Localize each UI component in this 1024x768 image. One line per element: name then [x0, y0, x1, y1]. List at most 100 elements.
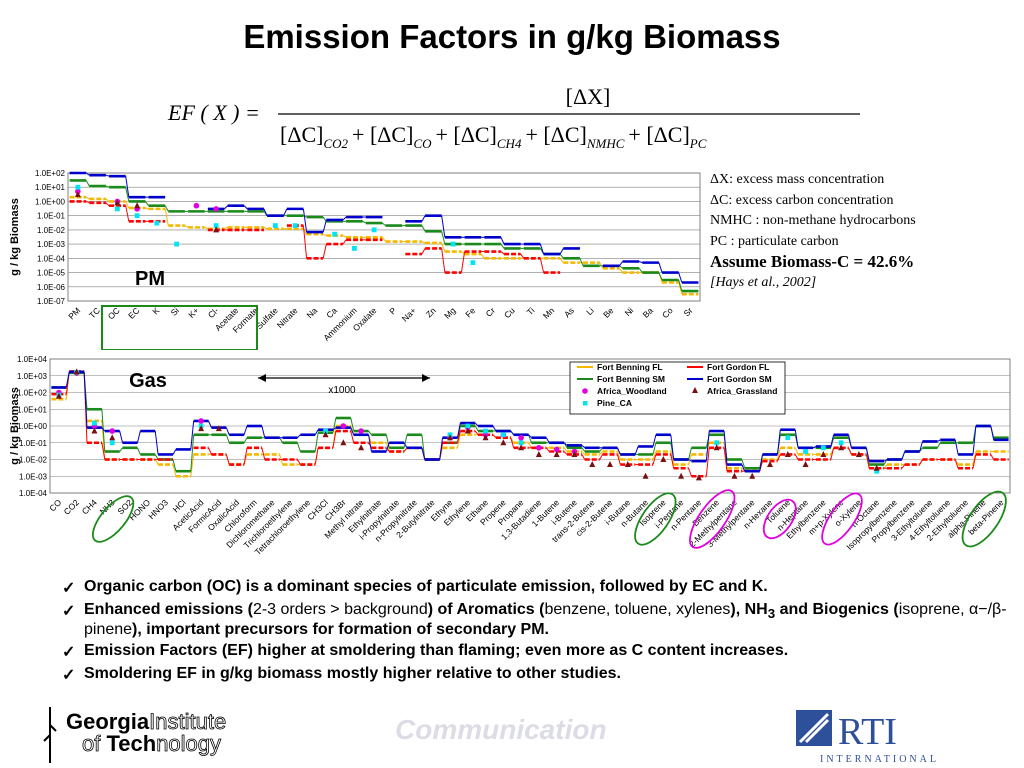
series-connector — [403, 442, 408, 449]
series-connector — [145, 207, 149, 210]
series-connector — [136, 430, 141, 443]
series-connector — [599, 451, 603, 455]
series-connector — [865, 447, 870, 462]
data-point — [464, 427, 471, 434]
series-connector — [500, 243, 505, 249]
emission-factor-formula: EF ( X ) = [ΔX] [ΔC]CO2 + [ΔC]CO + [ΔC]CH4… — [167, 84, 860, 151]
pm-label: PM — [135, 268, 165, 290]
series-connector — [154, 430, 159, 455]
series-connector — [937, 442, 941, 449]
series-africa-woodland — [75, 188, 219, 212]
series-connector — [456, 434, 461, 448]
note-pc: PC : particulate carbon — [710, 233, 839, 249]
highlight-ellipse — [762, 498, 797, 540]
data-point — [678, 472, 685, 479]
formula-denominator: [ΔC]CO2 + [ΔC]CO + [ΔC]CH4 + [ΔC]NMHC + [ΔC]… — [280, 122, 707, 151]
series-connector — [474, 430, 479, 436]
x-tick-label: CO2 — [62, 497, 82, 517]
data-point — [351, 245, 357, 251]
series-connector — [848, 447, 852, 455]
data-point — [74, 191, 81, 198]
series-connector — [137, 447, 141, 455]
finding-text: Enhanced emissions (2-3 orders > backgro… — [84, 601, 1007, 639]
series-connector — [776, 447, 781, 460]
series-connector — [638, 267, 643, 273]
series-connector — [85, 172, 90, 176]
series-connector — [480, 253, 485, 259]
series-africa-grassland — [55, 368, 880, 481]
findings-list: ✓ Organic carbon (OC) is a dominant speci… — [62, 578, 1012, 688]
series-connector — [101, 409, 106, 452]
data-point — [114, 199, 121, 206]
data-point — [518, 434, 524, 441]
x-tick-label: Ba — [641, 305, 656, 320]
data-point — [198, 425, 205, 432]
series-connector — [670, 454, 675, 469]
series-connector — [164, 205, 169, 212]
series-connector — [474, 425, 479, 432]
series-connector — [972, 425, 977, 455]
data-point — [749, 472, 756, 479]
y-tick-label: 1.0E+00 — [35, 197, 66, 206]
series-connector — [559, 253, 564, 259]
series-connector — [322, 244, 327, 259]
series-connector — [652, 454, 657, 465]
data-point — [855, 450, 862, 457]
x-tick-label: Cu — [502, 305, 517, 320]
series-connector — [322, 219, 327, 233]
series-connector — [342, 216, 347, 221]
series-connector — [639, 261, 643, 264]
series-connector — [85, 180, 90, 187]
check-icon: ✓ — [62, 644, 76, 662]
finding-item: ✓ Enhanced emissions (2-3 orders > backgr… — [62, 601, 1012, 639]
x-tick-label: K+ — [186, 305, 201, 320]
svg-text:INTERNATIONAL: INTERNATIONAL — [820, 754, 939, 765]
series-connector — [85, 196, 90, 200]
x-tick-label: Sr — [681, 305, 694, 318]
series-connector — [777, 454, 781, 462]
series-connector — [500, 237, 505, 245]
y-tick-label: 1.0E-02 — [37, 226, 66, 235]
series-connector — [314, 447, 319, 465]
series-connector — [741, 464, 746, 472]
series-connector — [261, 447, 266, 460]
series-connector — [190, 420, 195, 450]
series-connector — [119, 430, 124, 443]
data-point — [483, 428, 488, 434]
data-point — [642, 472, 649, 479]
series-connector — [296, 442, 301, 452]
y-tick-label: 1.0E-04 — [37, 254, 66, 263]
legend-label: Fort Benning FL — [597, 362, 663, 372]
data-point — [340, 423, 347, 429]
series-connector — [154, 454, 159, 460]
svg-text:GeorgiaInstitute: GeorgiaInstitute — [66, 709, 226, 734]
data-point — [109, 434, 116, 441]
communication-label: Communication — [395, 714, 607, 745]
data-point — [358, 444, 365, 451]
series-connector — [350, 417, 355, 432]
data-point — [323, 428, 328, 434]
series-connector — [545, 437, 550, 443]
series-connector — [105, 185, 110, 188]
data-point — [114, 206, 120, 212]
data-point — [784, 450, 791, 457]
series-connector — [619, 267, 623, 273]
data-point — [553, 446, 560, 453]
series-connector — [563, 442, 568, 446]
series-connector — [954, 439, 959, 455]
series-connector — [225, 427, 230, 435]
data-point — [154, 220, 160, 226]
series-connector — [830, 434, 835, 447]
series-connector — [283, 208, 288, 216]
legend-label: Fort Gordon SM — [707, 374, 772, 384]
x-tick-label: Li — [584, 305, 596, 317]
data-point — [500, 439, 507, 446]
data-point — [198, 418, 204, 424]
series-connector — [688, 459, 692, 462]
y-tick-label: 1.0E+03 — [17, 372, 48, 381]
series-connector — [224, 226, 228, 230]
series-connector — [848, 434, 852, 448]
highlight-ellipse — [92, 495, 135, 543]
note-nmhc: NMHC : non-methane hydrocarbons — [710, 213, 916, 228]
series-connector — [85, 200, 90, 204]
